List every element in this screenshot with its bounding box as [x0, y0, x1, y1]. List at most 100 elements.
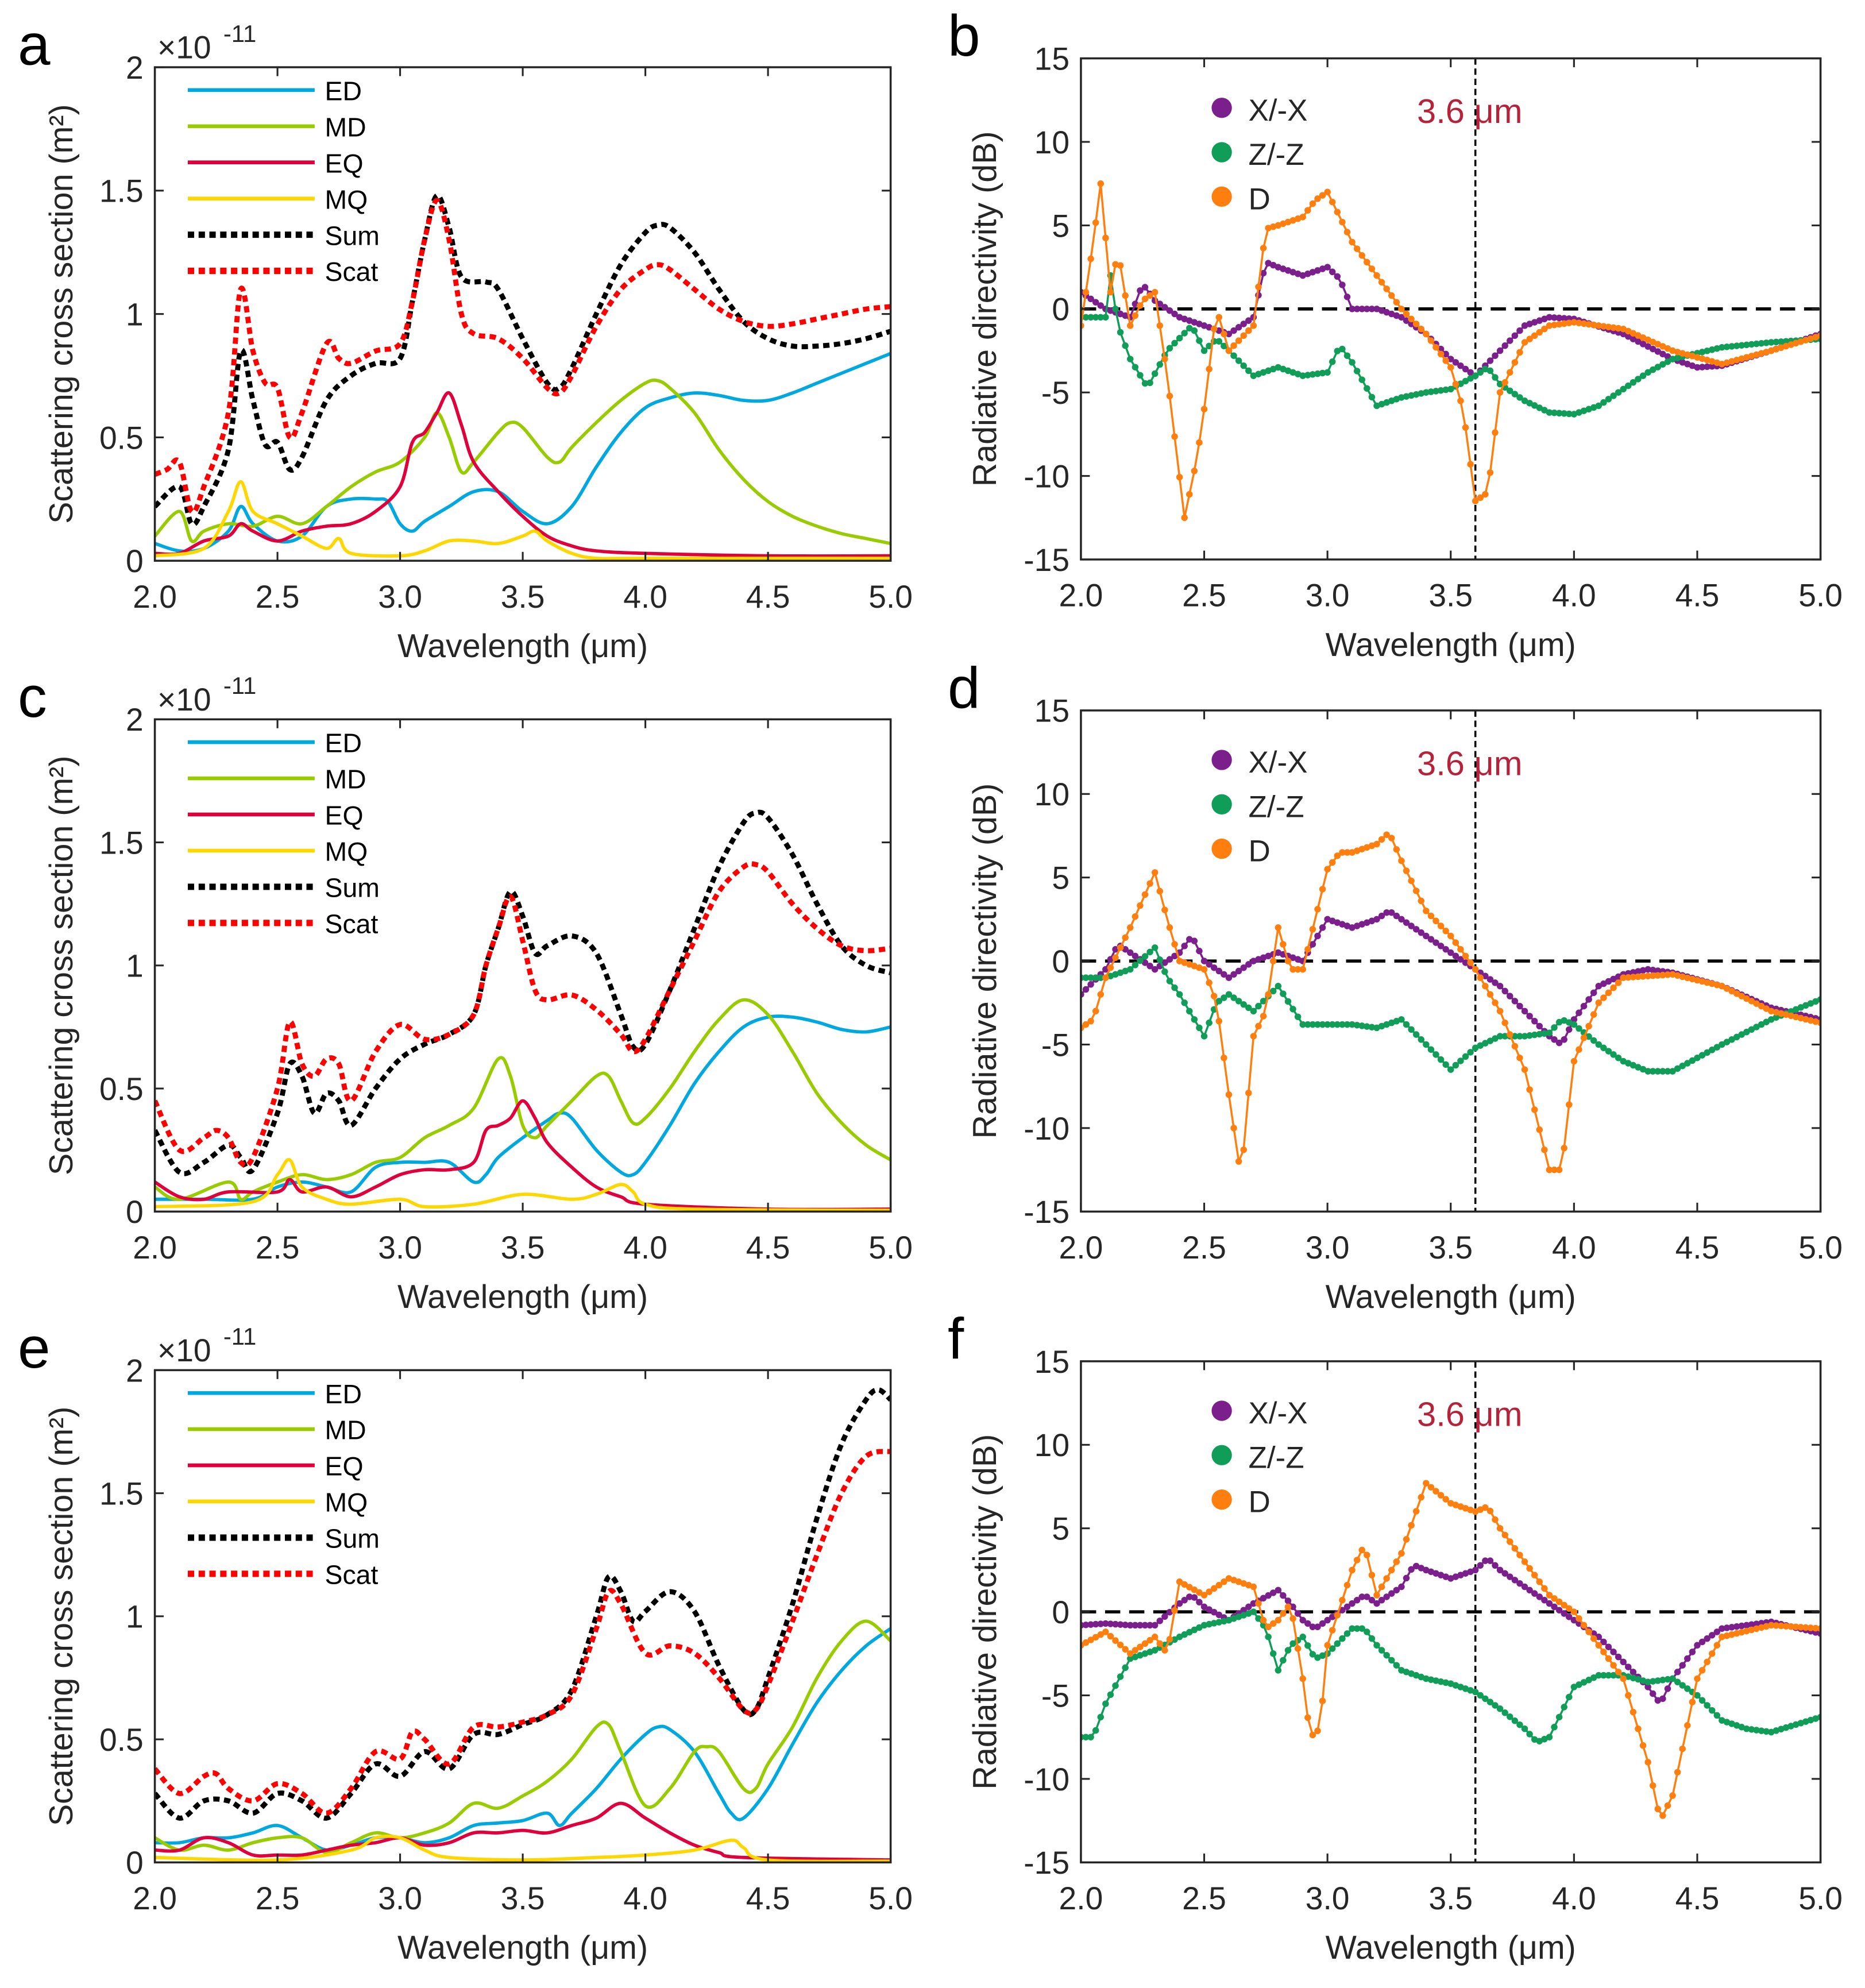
data-point [1595, 1642, 1603, 1649]
data-point [1639, 334, 1647, 341]
data-point [1792, 1623, 1800, 1631]
y-tick-label: -15 [1024, 542, 1069, 578]
legend-label: Scat [325, 257, 379, 287]
series-eq [155, 391, 891, 558]
data-point [1719, 982, 1725, 990]
data-point [1092, 219, 1099, 226]
data-point [1580, 1679, 1588, 1686]
y-tick-label: 0 [1052, 1595, 1069, 1630]
data-point [1708, 980, 1716, 987]
series-line [1080, 833, 1821, 1171]
data-point [1812, 1018, 1819, 1025]
data-point [1146, 292, 1153, 299]
legend-item: MQ [188, 1488, 368, 1518]
data-point [1501, 1019, 1508, 1026]
data-point [1206, 961, 1213, 968]
data-point [1343, 229, 1351, 236]
data-point [1511, 1043, 1519, 1050]
series-line [1080, 275, 1821, 415]
legend: ED MD EQ MQ Sum Scat [188, 728, 380, 939]
x-tick-label: 2.0 [133, 579, 177, 615]
data-point [1265, 260, 1272, 267]
x-tick-label: 2.0 [133, 1230, 177, 1265]
x-tick-label: 2.0 [133, 1881, 177, 1916]
data-point [1674, 354, 1681, 361]
data-point [1704, 1658, 1710, 1666]
data-point [1122, 1646, 1129, 1653]
data-point [1698, 978, 1706, 985]
plot-area [155, 193, 891, 561]
legend-item: MQ [188, 184, 368, 214]
data-point [1748, 1026, 1755, 1033]
data-point [1309, 926, 1316, 933]
data-point [1403, 1021, 1410, 1028]
data-point [1275, 1667, 1282, 1674]
data-point [1196, 337, 1203, 344]
data-point [1393, 912, 1400, 920]
legend-item: X/-X [1211, 746, 1308, 779]
data-point [1245, 317, 1252, 324]
data-point [1511, 1545, 1519, 1552]
data-point [1457, 956, 1464, 963]
data-point [1462, 952, 1469, 960]
data-point [1117, 262, 1124, 269]
legend-label: Sum [325, 221, 380, 250]
data-point [1526, 1565, 1533, 1572]
data-point [1669, 971, 1676, 978]
data-point [1107, 1691, 1114, 1699]
data-point [1635, 968, 1642, 975]
data-point [1082, 986, 1090, 993]
data-point [1373, 1642, 1380, 1649]
data-point [1151, 1647, 1159, 1654]
legend-item: D [1211, 835, 1271, 868]
data-point [1713, 345, 1721, 352]
data-point [1482, 1695, 1489, 1703]
data-point [1403, 867, 1410, 874]
data-point [1561, 1610, 1567, 1617]
x-tick-label: 5.0 [1798, 578, 1843, 613]
data-point [1807, 1000, 1814, 1007]
data-point [1146, 379, 1153, 387]
data-point [1398, 394, 1405, 401]
y-tick-label: 0 [126, 543, 144, 579]
data-point [1649, 972, 1657, 979]
data-point [1486, 357, 1494, 364]
data-point [1437, 943, 1445, 949]
data-point [1659, 1695, 1666, 1703]
x-tick-label: 2.5 [256, 1881, 300, 1916]
legend-item: ED [188, 1379, 362, 1409]
data-point [1576, 1025, 1582, 1032]
x-tick-label: 3.5 [1428, 1881, 1473, 1916]
data-point [1408, 392, 1415, 399]
y-tick-label: -5 [1041, 1027, 1069, 1063]
data-point [1265, 1592, 1272, 1599]
data-point [1319, 192, 1326, 199]
data-point [1704, 1635, 1710, 1642]
data-point [1694, 1055, 1701, 1061]
data-point [1708, 1047, 1716, 1053]
data-point [1432, 388, 1439, 395]
legend-label: D [1248, 1485, 1270, 1519]
data-point [1541, 1030, 1548, 1037]
data-point [1398, 1550, 1405, 1557]
data-point [1127, 1622, 1134, 1629]
data-point [1171, 310, 1178, 318]
series-ed [155, 352, 891, 553]
data-point [1501, 1709, 1508, 1716]
data-point [1644, 1068, 1651, 1075]
data-point [1551, 1595, 1558, 1602]
data-point [1555, 1713, 1563, 1721]
data-point [1812, 998, 1819, 1005]
data-point [1561, 1601, 1567, 1609]
data-point [1383, 831, 1390, 838]
series-sum [155, 809, 891, 1176]
legend-marker [1211, 750, 1232, 770]
data-point [1605, 989, 1612, 997]
data-point [1763, 1623, 1770, 1630]
data-point [1181, 943, 1188, 949]
data-point [1240, 1001, 1247, 1008]
data-point [1221, 330, 1227, 338]
y-tick-label: 1 [126, 297, 144, 333]
data-point [1442, 1679, 1449, 1686]
data-point [1763, 1005, 1770, 1012]
